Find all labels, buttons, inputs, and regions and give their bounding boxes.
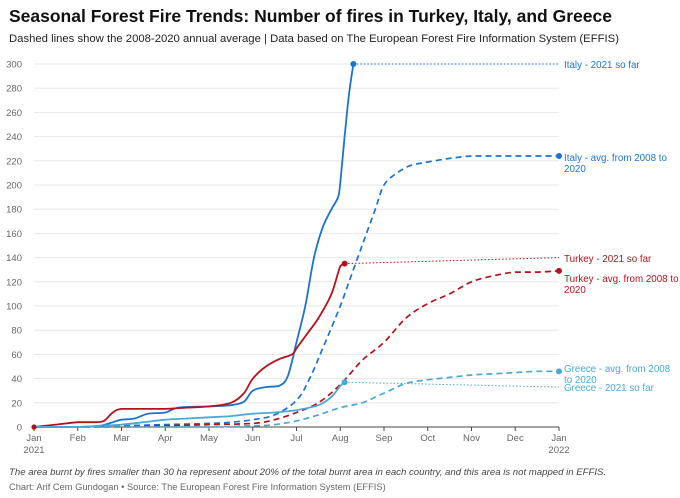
- start-marker: [31, 424, 37, 430]
- x-tick-label-0: Jan: [26, 433, 41, 444]
- series-line-turkey-2021-so-far: [33, 262, 346, 428]
- series-line-greece-avg-from-2008-to-2020: [34, 370, 559, 428]
- x-tick-year-0: 2021: [23, 445, 44, 456]
- x-tick-label-6: Jul: [290, 433, 302, 444]
- y-tick-label-80: 80: [11, 326, 22, 337]
- footnote: The area burnt by fires smaller than 30 …: [9, 467, 607, 478]
- y-tick-label-240: 240: [6, 132, 22, 143]
- end-marker-italy-avg-from-2008-to-2020: [556, 152, 562, 159]
- chart-subtitle: Dashed lines show the 2008-2020 annual a…: [9, 33, 619, 45]
- y-tick-label-60: 60: [11, 350, 22, 361]
- y-tick-label-120: 120: [6, 277, 22, 288]
- label-turkey-avg-from-2008-to-line2: 2020: [564, 285, 586, 296]
- x-tick-label-10: Nov: [463, 433, 480, 444]
- y-axis-ticks: 0 20 40 60 80 100 120 140 160 180 200 220 240 260 280 3…: [6, 60, 22, 434]
- end-marker-italy-2021-so-far: [350, 61, 357, 67]
- x-tick-label-1: Feb: [70, 433, 86, 444]
- y-tick-label-280: 280: [6, 84, 22, 95]
- series-lines: [31, 61, 562, 430]
- y-tick-label-300: 300: [6, 60, 22, 71]
- y-tick-label-40: 40: [11, 374, 22, 385]
- x-tick-label-2: Mar: [113, 433, 129, 444]
- x-tick-label-11: Dec: [507, 433, 524, 444]
- y-tick-label-160: 160: [6, 229, 22, 240]
- x-tick-label-3: Apr: [158, 433, 173, 444]
- y-tick-label-200: 200: [6, 181, 22, 192]
- x-tick-year-12: 2022: [548, 445, 569, 456]
- label-greece-avg-from-2008: Greece - avg. from 2008: [564, 364, 671, 375]
- y-tick-label-20: 20: [11, 398, 22, 409]
- credit-line: Chart: Arif Cem Gundogan • Source: The E…: [9, 482, 386, 492]
- end-marker-turkey-2021-so-far: [341, 260, 348, 267]
- label-italy-avg-from-2008-to: Italy - avg. from 2008 to: [564, 153, 667, 164]
- chart-title: Seasonal Forest Fire Trends: Number of f…: [9, 6, 612, 26]
- label-italy-2021-so-far: Italy - 2021 so far: [564, 60, 640, 71]
- x-tick-label-12: Jan: [551, 433, 566, 444]
- x-tick-label-9: Oct: [420, 433, 435, 444]
- y-tick-label-260: 260: [6, 108, 22, 119]
- x-tick-label-7: Aug: [332, 433, 349, 444]
- x-tick-label-8: Sep: [376, 433, 393, 444]
- label-turkey-avg-from-2008-to: Turkey - avg. from 2008 to: [564, 274, 679, 285]
- series-line-greece-2021-so-far: [34, 381, 346, 428]
- gridlines: [34, 63, 559, 428]
- series-labels: Italy - 2021 so far Italy - avg. from 200…: [564, 60, 679, 394]
- extension-line-greece-2021-so-far: [344, 381, 560, 388]
- y-tick-label-220: 220: [6, 156, 22, 167]
- series-line-italy-avg-from-2008-to-2020: [34, 155, 559, 428]
- label-turkey-2021-so-far: Turkey - 2021 so far: [564, 254, 652, 265]
- label-greece-2021-so-far: Greece - 2021 so far: [564, 383, 655, 394]
- y-tick-label-100: 100: [6, 302, 22, 313]
- label-italy-avg-from-2008-to-line2: 2020: [564, 164, 586, 175]
- y-tick-label-180: 180: [6, 205, 22, 216]
- x-tick-label-5: Jun: [245, 433, 260, 444]
- extension-line-turkey-2021-so-far: [344, 257, 560, 265]
- end-marker-turkey-avg-from-2008-to-2020: [556, 267, 562, 274]
- y-tick-label-0: 0: [17, 423, 22, 434]
- series-line-italy-2021-so-far: [34, 63, 355, 428]
- end-marker-greece-2021-so-far: [341, 379, 348, 386]
- y-tick-label-140: 140: [6, 253, 22, 264]
- series-line-turkey-avg-from-2008-to-2020: [34, 270, 560, 428]
- x-tick-label-4: May: [200, 433, 218, 444]
- end-marker-greece-avg-from-2008-to-2020: [556, 368, 562, 375]
- label-greece-avg-from-2008-line2: to 2020: [564, 375, 597, 386]
